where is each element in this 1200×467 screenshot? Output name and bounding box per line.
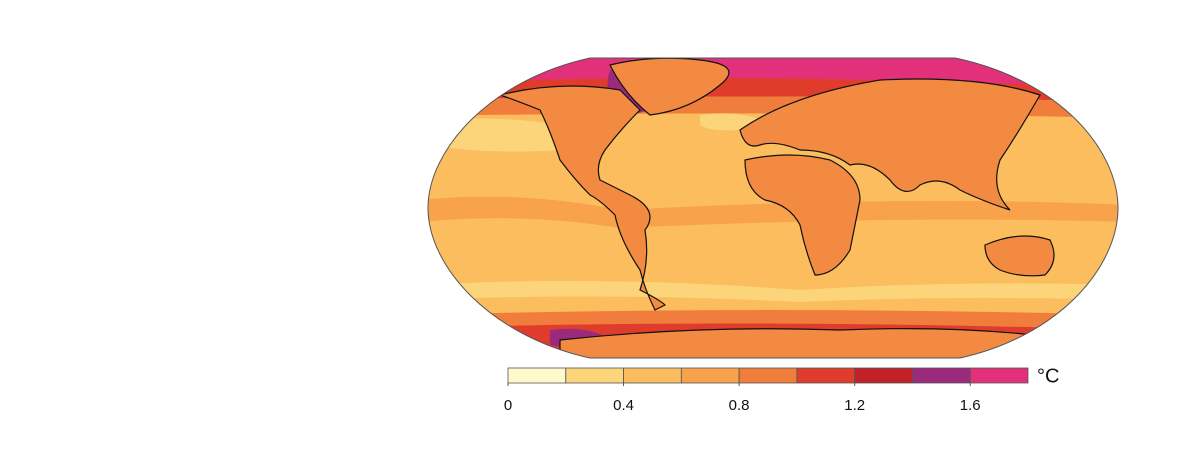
colorbar-segment [507, 367, 567, 384]
colorbar-segment [912, 367, 971, 384]
map [428, 58, 1118, 358]
colorbar-segment [796, 367, 856, 384]
colorbar-segment [738, 367, 798, 384]
colorbar-tick-label: 0.4 [613, 397, 634, 414]
colorbar-tick-label: 0 [504, 397, 512, 414]
colorbar-segment [565, 367, 624, 384]
colorbar-tick-label: 1.2 [844, 397, 865, 414]
colorbar-segment [969, 367, 1029, 384]
colorbar-tick-label: 0.8 [729, 397, 750, 414]
colorbar: 0 0.4 0.8 1.2 1.6 °C [504, 365, 1060, 414]
colorbar-segment [854, 367, 913, 384]
colorbar-unit: °C [1037, 365, 1059, 387]
map-border [427, 57, 1119, 359]
colorbar-segment [680, 367, 740, 384]
colorbar-tick-label: 1.6 [960, 397, 981, 414]
colorbar-segment [623, 367, 682, 384]
